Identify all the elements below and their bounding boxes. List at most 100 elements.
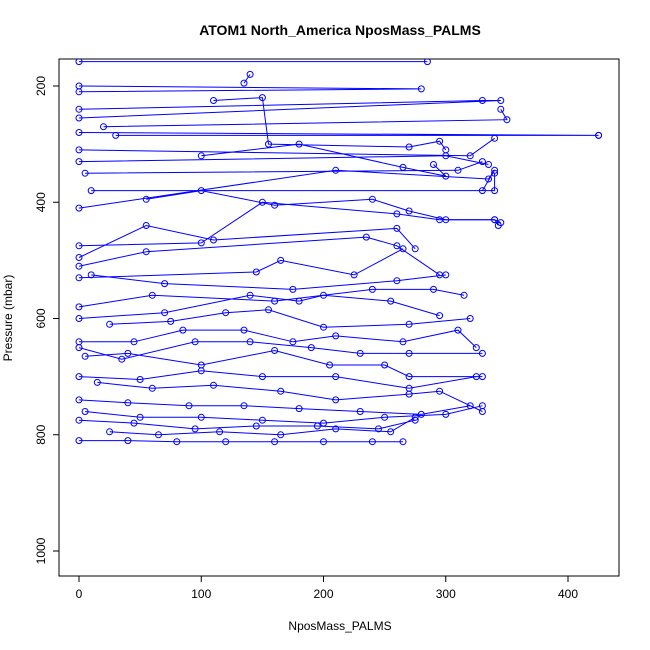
data-point [197,152,205,160]
data-point [75,204,83,212]
data-point [75,88,83,96]
data-point [258,373,266,381]
data-point [246,291,254,299]
series-4 [100,105,511,131]
data-point [491,166,499,174]
data-point [130,338,138,346]
data-point [295,140,303,148]
y-tick-label: 200 [34,76,48,96]
data-point [320,323,327,331]
data-point [375,425,382,433]
data-point [313,422,321,430]
data-point [179,326,187,334]
data-point [106,320,114,328]
data-point [497,97,505,104]
data-point [252,268,260,276]
data-point [491,169,499,177]
data-point [240,402,248,410]
data-point [197,187,205,195]
data-point [368,285,376,293]
data-point [466,315,474,322]
series-line [79,440,403,443]
data-point [185,402,193,410]
series-14 [75,198,502,250]
data-point [240,326,248,334]
data-point [271,438,279,446]
series-line [103,109,508,128]
data-point [436,312,444,320]
data-point [478,187,486,195]
data-point [148,384,156,392]
data-point [155,431,162,439]
series-line [79,329,477,348]
data-point [277,387,285,395]
data-point [491,187,499,195]
data-point [320,438,327,446]
series-line [78,248,404,279]
series-0 [75,59,431,66]
data-point [393,224,401,232]
series-5 [75,129,603,139]
data-point [118,355,126,363]
data-point [430,161,437,168]
series-24 [81,347,486,381]
data-point [478,349,486,357]
data-point [393,210,401,218]
data-point [75,262,83,270]
series-30 [106,413,419,439]
y-axis: 200 400 600 800 1000 [34,76,59,564]
data-point [472,344,480,352]
data-point [417,85,425,93]
data-point [75,242,83,250]
x-tick-label: 0 [76,587,83,601]
series-11 [87,169,499,195]
chart-title: ATOM1 North_America NposMass_PALMS [199,22,481,38]
data-point [442,271,450,279]
y-tick-label: 600 [34,308,48,328]
data-point [411,416,419,424]
data-point [387,428,395,436]
series-15 [75,222,419,261]
data-point [289,285,297,293]
series-line [78,419,416,430]
data-point [142,222,150,229]
data-point [423,59,431,66]
data-point [142,248,150,256]
series-line [85,161,483,174]
series-line [78,294,440,319]
data-point [75,315,83,322]
data-point [106,428,114,436]
data-point [277,256,285,264]
x-axis-label: NposMass_PALMS [288,619,391,633]
data-point [87,187,95,195]
series-1 [75,82,425,96]
data-point [75,437,83,445]
data-point [173,438,181,446]
data-point [405,320,413,328]
y-tick-label: 800 [34,424,48,444]
data-point [246,338,254,346]
data-point [81,169,89,177]
series-line [91,173,496,192]
data-point [124,437,132,445]
data-point [494,222,502,229]
series-6 [210,94,450,154]
data-point [142,195,150,203]
series-line [243,74,251,84]
data-point [393,242,401,250]
series-21 [106,306,474,331]
data-point [112,131,120,139]
series-line [78,370,477,389]
data-point [405,207,413,215]
series-26 [93,378,486,415]
data-point [295,405,303,413]
series-22 [75,326,480,352]
data-point [277,431,285,439]
data-point [240,79,248,87]
data-point [265,140,272,148]
data-point [93,378,101,386]
data-point [485,161,492,168]
data-point [332,425,340,433]
data-point [405,143,413,151]
